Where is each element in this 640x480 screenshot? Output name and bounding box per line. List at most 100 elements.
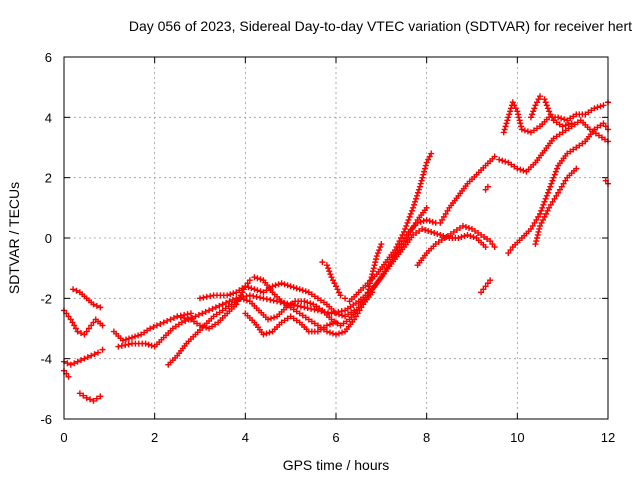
data-point: [209, 323, 216, 330]
data-point: [342, 313, 349, 320]
data-point: [532, 241, 539, 248]
data-point: [542, 195, 549, 202]
data-point: [560, 180, 567, 187]
data-point: [281, 281, 288, 288]
data-point: [314, 295, 321, 302]
data-point: [574, 119, 581, 126]
data-point: [284, 282, 291, 289]
data-point: [311, 306, 318, 313]
data-point: [579, 140, 586, 147]
series-arc-18: [482, 183, 491, 193]
data-point: [278, 298, 285, 305]
y-tick-label: -4: [40, 352, 52, 367]
data-point: [591, 105, 598, 112]
data-point: [532, 102, 539, 109]
data-point: [320, 299, 327, 306]
data-point: [482, 186, 489, 193]
data-point: [537, 222, 543, 229]
data-point: [484, 280, 491, 287]
data-point: [598, 134, 605, 141]
data-point: [377, 244, 384, 251]
data-point: [564, 117, 571, 124]
data-point: [501, 126, 508, 133]
data-point: [571, 121, 578, 128]
data-point: [601, 136, 608, 143]
data-point: [225, 303, 232, 310]
data-point: [265, 316, 271, 323]
data-point: [530, 108, 537, 115]
data-point: [570, 113, 577, 120]
data-point: [512, 105, 519, 112]
data-point: [71, 360, 78, 367]
data-point: [246, 292, 253, 299]
data-point: [535, 228, 542, 235]
data-point: [356, 307, 363, 314]
data-point: [567, 115, 574, 122]
data-point: [334, 286, 341, 293]
data-point: [65, 313, 72, 320]
data-point: [439, 216, 446, 223]
data-point: [456, 224, 463, 231]
data-point: [311, 320, 318, 327]
data-point: [491, 153, 498, 160]
data-point: [197, 295, 203, 302]
data-point: [420, 171, 427, 178]
data-point: [84, 354, 91, 361]
data-point: [91, 351, 98, 358]
data-point: [453, 226, 460, 233]
data-point: [533, 235, 540, 241]
data-point: [260, 289, 267, 296]
data-point: [296, 286, 303, 293]
data-point: [90, 301, 97, 308]
series-arc-13: [364, 241, 385, 296]
series-arc-2: [70, 286, 104, 311]
data-point: [138, 331, 145, 338]
data-point: [478, 289, 485, 296]
axis-ticks: 0 2 4 6 8 10 12 -6 -4 -2 0 2 4 6: [40, 50, 615, 445]
data-point: [326, 321, 333, 328]
data-point: [160, 319, 167, 326]
data-point: [551, 171, 558, 178]
data-point: [423, 204, 430, 211]
data-point: [290, 315, 297, 322]
data-point: [336, 311, 343, 318]
data-point: [97, 304, 104, 311]
data-point: [594, 124, 601, 131]
data-point: [236, 287, 243, 294]
data-point: [527, 129, 534, 136]
data-point: [555, 114, 562, 121]
data-point: [326, 329, 333, 336]
data-point: [135, 332, 142, 339]
data-point: [253, 293, 260, 300]
data-point: [212, 321, 219, 328]
data-point: [115, 343, 122, 350]
data-point: [326, 268, 333, 275]
data-point: [88, 322, 95, 329]
data-point: [559, 123, 566, 130]
data-point: [507, 247, 514, 254]
data-point: [405, 231, 412, 238]
data-point: [539, 204, 546, 211]
data-point: [314, 322, 321, 329]
data-point: [530, 127, 537, 134]
data-point: [289, 300, 296, 307]
data-point: [554, 165, 560, 172]
data-point: [562, 127, 569, 134]
data-point: [248, 285, 255, 292]
data-point: [542, 99, 549, 106]
data-point: [333, 331, 339, 338]
data-point: [81, 355, 88, 362]
data-point: [509, 99, 516, 106]
data-point: [546, 108, 553, 115]
series-arc-20: [505, 120, 611, 257]
data-point: [407, 210, 414, 217]
series-arc-14: [387, 204, 430, 266]
data-point: [317, 297, 324, 304]
data-point: [277, 299, 284, 306]
data-point: [307, 300, 314, 307]
data-point: [595, 132, 602, 139]
series-arc-3: [61, 346, 106, 368]
data-point: [378, 241, 385, 248]
data-point: [401, 228, 407, 235]
data-point: [222, 305, 229, 312]
